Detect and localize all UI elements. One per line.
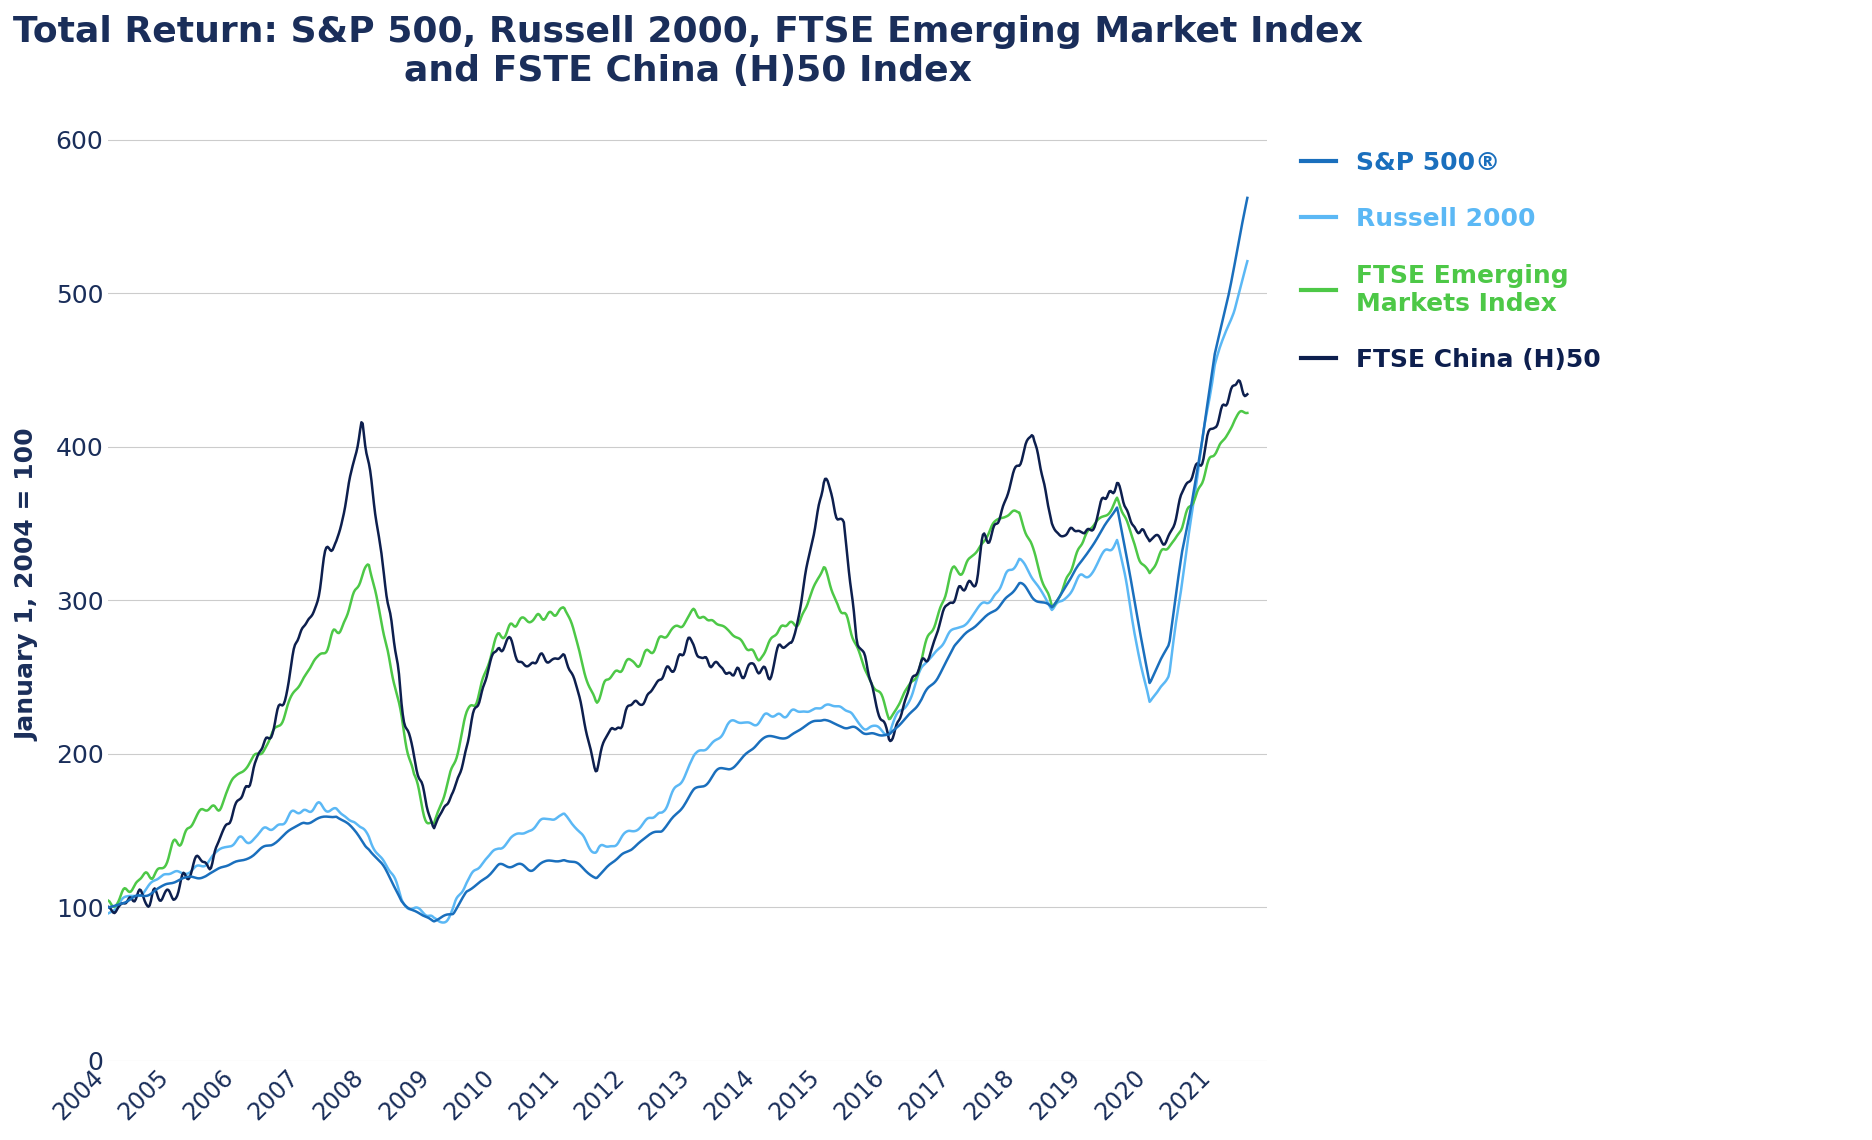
Y-axis label: January 1, 2004 = 100: January 1, 2004 = 100 (15, 429, 39, 741)
Legend: S&P 500®, Russell 2000, FTSE Emerging
Markets Index, FTSE China (H)50: S&P 500®, Russell 2000, FTSE Emerging Ma… (1292, 140, 1610, 382)
Title: Total Return: S&P 500, Russell 2000, FTSE Emerging Market Index
and FSTE China (: Total Return: S&P 500, Russell 2000, FTS… (13, 15, 1363, 89)
